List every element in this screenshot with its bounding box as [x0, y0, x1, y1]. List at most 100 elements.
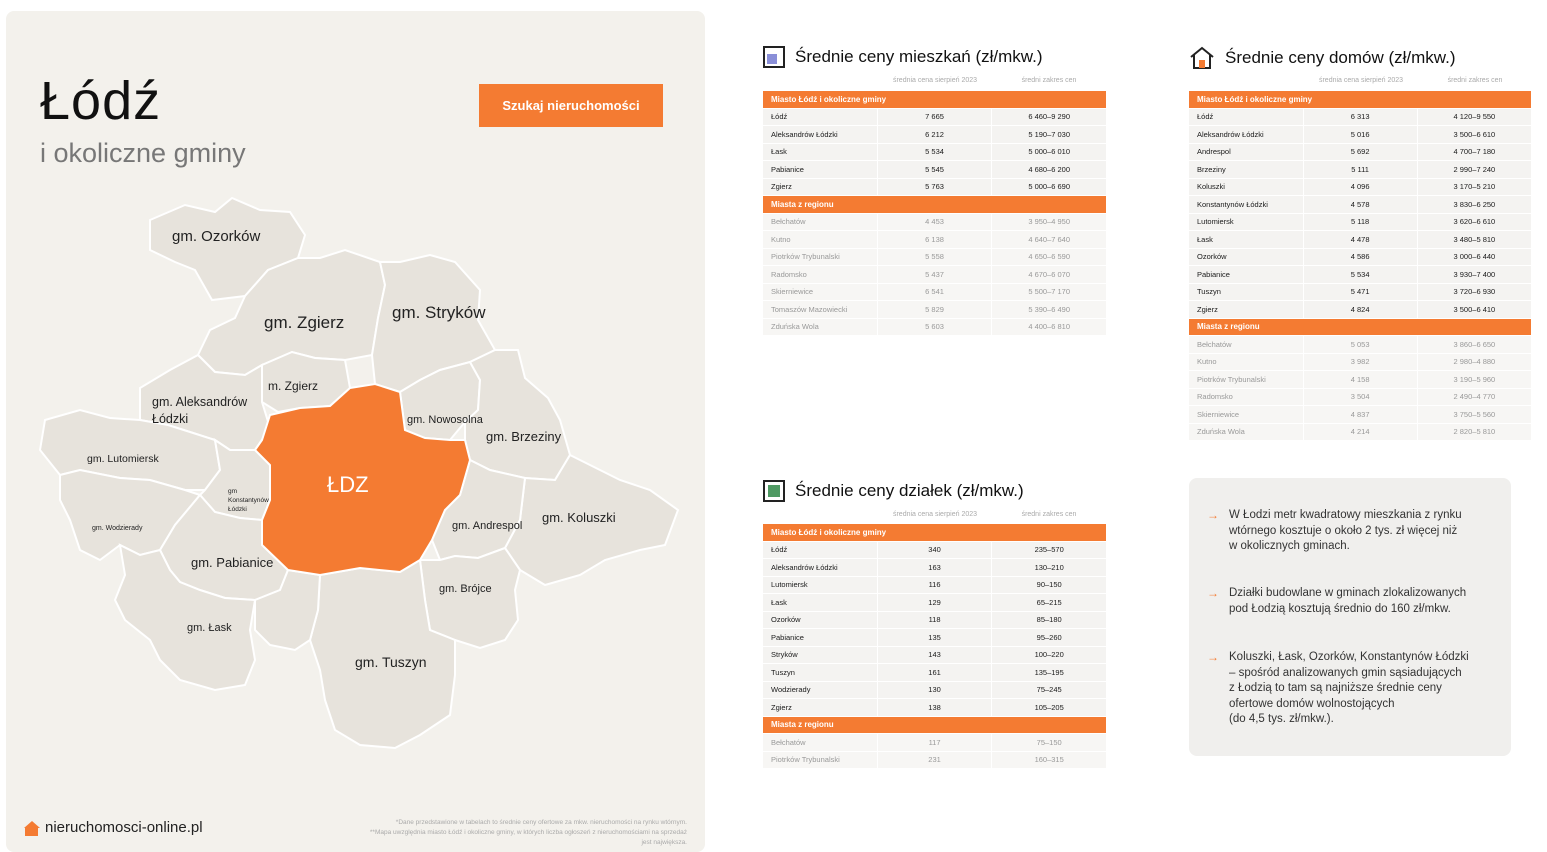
cell-city: Łask: [1189, 231, 1303, 249]
cell-city: Tomaszów Mazowiecki: [763, 301, 877, 319]
table-row: Aleksandrów Łódzki 6 212 5 190–7 030: [763, 126, 1106, 144]
arrow-right-icon: →: [1207, 508, 1219, 522]
cell-city: Wodzierady: [763, 681, 877, 699]
apartments-table: Miasto Łódź i okoliczne gminy Łódź 7 665 6 …: [763, 91, 1106, 336]
cell-avg: 4 214: [1302, 423, 1417, 441]
table-row: Łask 4 478 3 480–5 810: [1189, 231, 1531, 249]
cell-range: 6 460–9 290: [991, 108, 1106, 126]
label-koluszki: gm. Koluszki: [542, 510, 616, 525]
cell-range: 235–570: [991, 541, 1106, 559]
cell-city: Radomsko: [763, 266, 877, 284]
cell-city: Zduńska Wola: [1189, 423, 1303, 441]
cell-city: Andrespol: [1189, 143, 1303, 161]
col-avg: średnia cena sierpień 2023: [1318, 77, 1404, 84]
cell-city: Zgierz: [763, 699, 877, 717]
cell-range: 75–245: [991, 681, 1106, 699]
table-row: Piotrków Trybunalski 4 158 3 190–5 960: [1189, 371, 1531, 389]
table-row: Zgierz 4 824 3 500–6 410: [1189, 301, 1531, 319]
plots-table: Miasto Łódź i okoliczne gminy Łódź 340 235–…: [763, 524, 1106, 769]
table-group-header: Miasto Łódź i okoliczne gminy: [763, 524, 1106, 542]
houses-title: Średnie ceny domów (zł/mkw.): [1225, 48, 1456, 67]
cell-avg: 6 541: [876, 283, 992, 301]
cell-avg: 7 665: [876, 108, 992, 126]
cell-city: Brzeziny: [1189, 161, 1303, 179]
cell-avg: 116: [876, 576, 992, 594]
table-row: Łask 5 534 5 000–6 010: [763, 143, 1106, 161]
cell-range: 4 670–6 070: [991, 266, 1106, 284]
table-row: Kutno 6 138 4 640–7 640: [763, 231, 1106, 249]
group-label: Miasto Łódź i okoliczne gminy: [1189, 91, 1531, 109]
cell-city: Tuszyn: [763, 664, 877, 682]
arrow-right-icon: →: [1207, 586, 1219, 600]
region-south-connector: [254, 568, 322, 652]
table-row: Tuszyn 161 135–195: [763, 664, 1106, 682]
cell-range: 4 680–6 200: [991, 161, 1106, 179]
cell-city: Aleksandrów Łódzki: [763, 126, 877, 144]
table-row: Ozorków 118 85–180: [763, 611, 1106, 629]
brand[interactable]: nieruchomosci-online.pl: [23, 819, 203, 836]
search-properties-button[interactable]: Szukaj nieruchomości: [479, 84, 663, 127]
cell-avg: 4 158: [1302, 371, 1417, 389]
cell-range: 3 000–6 440: [1416, 248, 1531, 266]
cell-range: 3 830–6 250: [1416, 196, 1531, 214]
cell-city: Radomsko: [1189, 388, 1303, 406]
table-row: Pabianice 5 534 3 930–7 400: [1189, 266, 1531, 284]
insight-text: Działki budowlane w gminach zlokalizowan…: [1229, 587, 1467, 615]
cell-avg: 161: [876, 664, 992, 682]
cell-range: 3 480–5 810: [1416, 231, 1531, 249]
cell-avg: 5 763: [876, 178, 992, 196]
cell-range: 4 700–7 180: [1416, 143, 1531, 161]
col-avg: średnia cena sierpień 2023: [892, 511, 978, 518]
label-brojce: gm. Brójce: [439, 583, 492, 595]
cell-avg: 4 824: [1302, 301, 1417, 319]
cell-range: 85–180: [991, 611, 1106, 629]
table-row: Brzeziny 5 111 2 990–7 240: [1189, 161, 1531, 179]
label-konstantynow-3: Łódzki: [228, 506, 247, 513]
houses-col-heads: średnia cena sierpień 2023 średni zakres…: [1304, 77, 1532, 84]
table-group-header: Miasto Łódź i okoliczne gminy: [1189, 91, 1531, 109]
label-nowosolna: gm. Nowosolna: [407, 414, 484, 426]
table-row: Pabianice 5 545 4 680–6 200: [763, 161, 1106, 179]
apartment-icon: [763, 46, 785, 68]
plots-title: Średnie ceny działek (zł/mkw.): [795, 481, 1024, 500]
label-aleksandrow-2: Łódzki: [152, 412, 188, 426]
region-lask: [113, 543, 257, 692]
insight-item: → Działki budowlane w gminach zlokalizow…: [1207, 586, 1466, 617]
table-row: Ozorków 4 586 3 000–6 440: [1189, 248, 1531, 266]
cell-range: 4 120–9 550: [1416, 108, 1531, 126]
cell-city: Aleksandrów Łódzki: [763, 559, 877, 577]
cell-city: Pabianice: [1189, 266, 1303, 284]
house-icon: [23, 820, 40, 836]
cell-city: Łódź: [1189, 108, 1303, 126]
house-outline-icon: [1190, 46, 1214, 69]
cell-range: 2 820–5 810: [1416, 423, 1531, 441]
group-label: Miasta z regionu: [1189, 318, 1531, 336]
cell-range: 65–215: [991, 594, 1106, 612]
table-row: Skierniewice 6 541 5 500–7 170: [763, 283, 1106, 301]
cell-city: Bełchatów: [1189, 336, 1303, 354]
group-label: Miasto Łódź i okoliczne gminy: [763, 524, 1106, 542]
cell-city: Zgierz: [763, 178, 877, 196]
footnote-1: *Dane przedstawione w tabelach to średni…: [395, 819, 687, 826]
table-row: Lutomiersk 116 90–150: [763, 576, 1106, 594]
cell-range: 5 390–6 490: [991, 301, 1106, 319]
cell-avg: 5 558: [876, 248, 992, 266]
cell-city: Bełchatów: [763, 213, 877, 231]
footnote-3: jest największa.: [641, 839, 687, 846]
label-lutomiersk: gm. Lutomiersk: [87, 453, 160, 465]
label-lask: gm. Łask: [187, 622, 232, 634]
cell-city: Piotrków Trybunalski: [763, 248, 877, 266]
cell-city: Łódź: [763, 541, 877, 559]
insights-box: → W Łodzi metr kwadratowy mieszkania z r…: [1189, 478, 1511, 756]
cell-city: Ozorków: [1189, 248, 1303, 266]
cell-avg: 3 982: [1302, 353, 1417, 371]
cell-avg: 4 837: [1302, 406, 1417, 424]
cell-range: 3 170–5 210: [1416, 178, 1531, 196]
cell-avg: 118: [876, 611, 992, 629]
cell-city: Skierniewice: [1189, 406, 1303, 424]
label-wodzierady: gm. Wodzierady: [92, 525, 143, 532]
cell-city: Lutomiersk: [1189, 213, 1303, 231]
cell-avg: 130: [876, 681, 992, 699]
cell-city: Tuszyn: [1189, 283, 1303, 301]
table-row: Łask 129 65–215: [763, 594, 1106, 612]
